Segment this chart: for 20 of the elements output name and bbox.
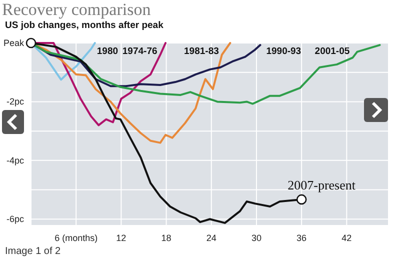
x-tick-label: 18 [161, 233, 172, 243]
x-tick-label: 6 (months) [54, 233, 98, 243]
chart-title: Recovery comparison [2, 0, 152, 19]
series-label: 1981-83 [184, 46, 219, 57]
series-label: 2001-05 [314, 46, 350, 57]
chart-subtitle: US job changes, months after peak [5, 20, 164, 31]
y-tick-label: -2pc [6, 96, 24, 107]
y-tick-label: -4pc [6, 155, 24, 166]
series-label: 1990-93 [266, 46, 302, 57]
x-tick-label: 42 [342, 233, 352, 243]
series-label: 2007-present [288, 177, 356, 192]
y-tick-label: Peak [3, 38, 24, 48]
x-tick-label: 30 [251, 233, 262, 243]
text: Image 1 of 2 [5, 246, 62, 257]
x-tick-label: 12 [116, 233, 126, 243]
x-tick-label: 36 [296, 233, 307, 243]
series-label: 1980 [96, 46, 118, 57]
series-label: 1974-76 [122, 46, 158, 57]
x-tick-label: 24 [206, 233, 216, 243]
y-tick-label: -6pc [6, 214, 24, 224]
